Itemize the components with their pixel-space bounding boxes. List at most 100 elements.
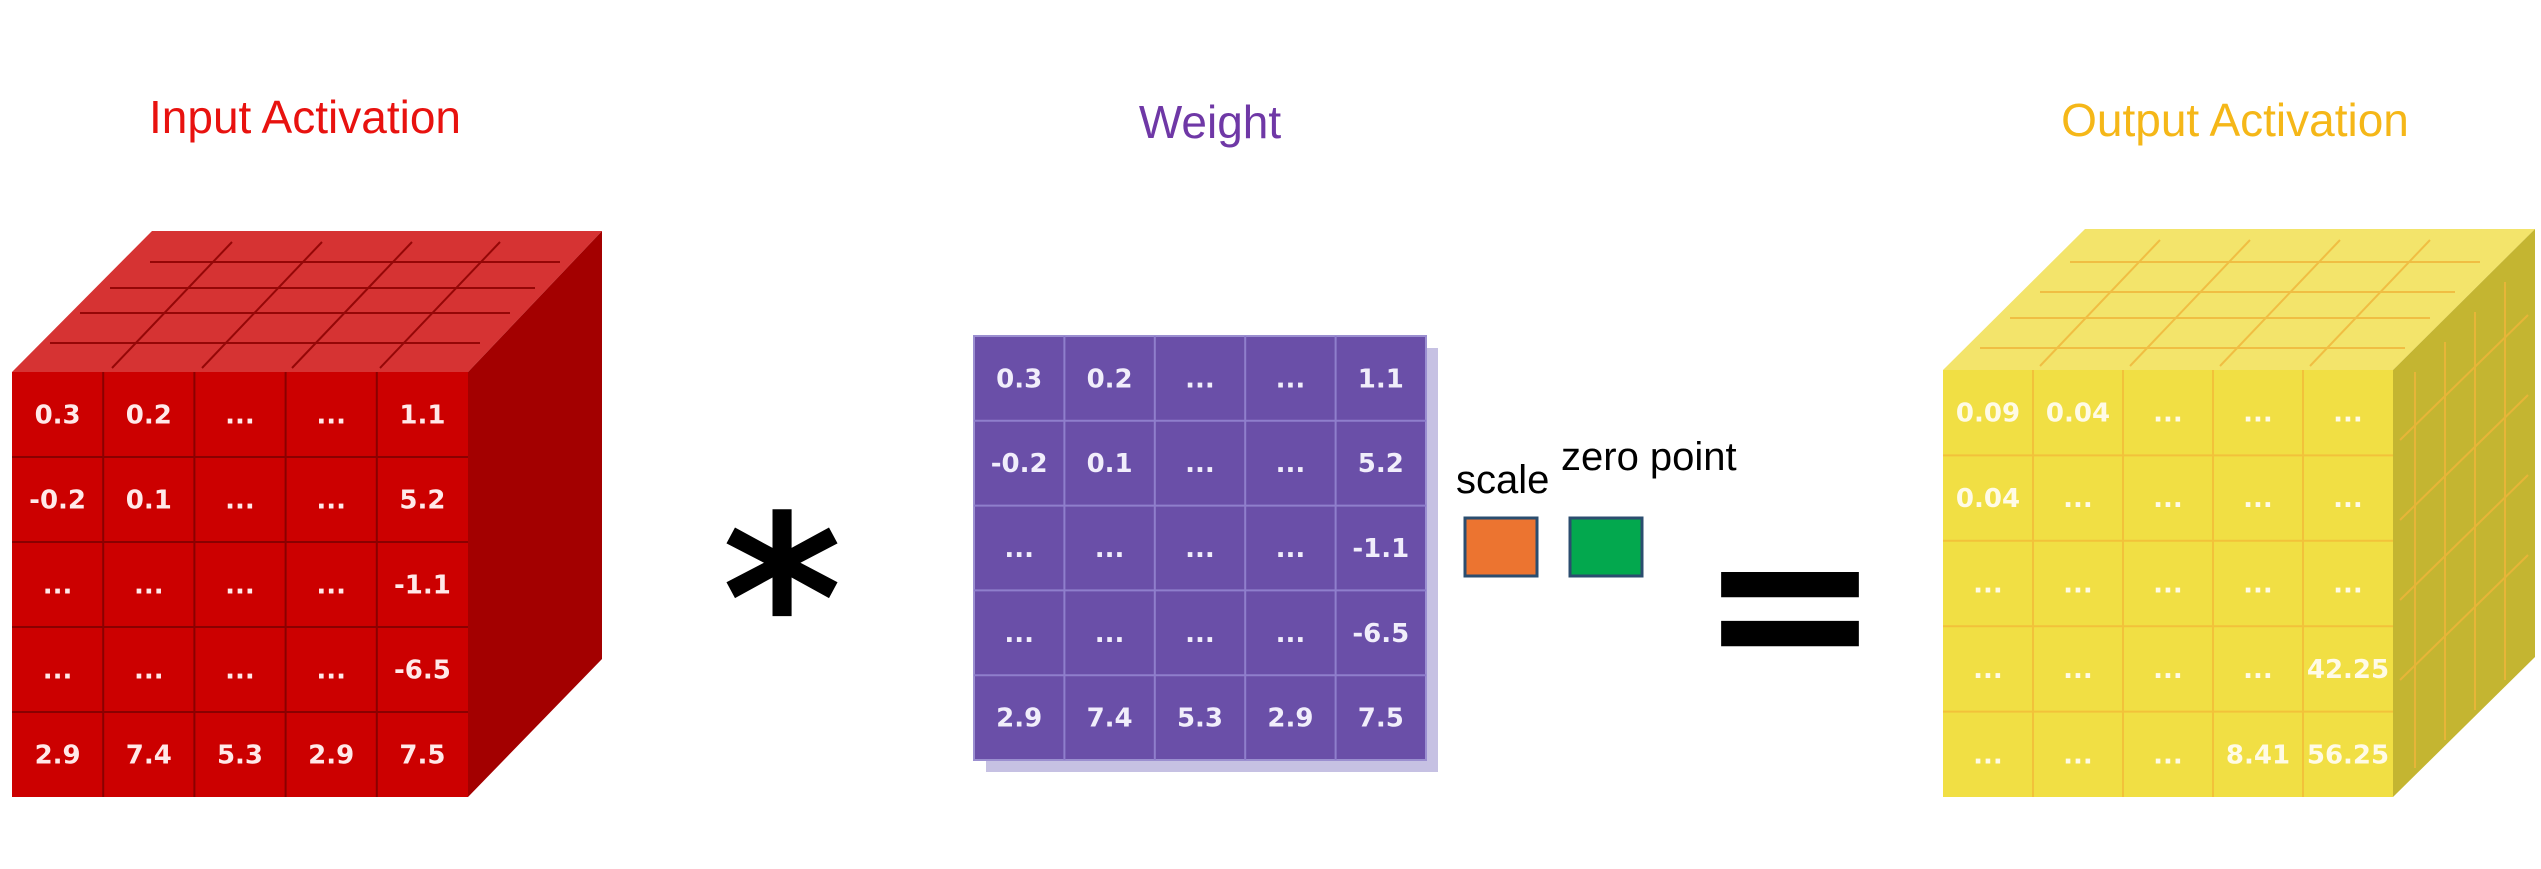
- output-cube-top-face: [1943, 229, 2535, 370]
- weight-matrix-cell: ...: [1276, 534, 1306, 564]
- output-matrix-cell: ...: [2333, 484, 2363, 514]
- weight-matrix-cell: 5.2: [1358, 449, 1404, 479]
- input-cube-top-grid: [50, 241, 560, 369]
- output-activation-title: Output Activation: [2061, 94, 2409, 146]
- output-matrix-cell: ...: [2243, 655, 2273, 685]
- weight-matrix-cell: ...: [1276, 364, 1306, 394]
- input-matrix-cell: 7.4: [126, 741, 172, 771]
- input-matrix-cell: -6.5: [394, 656, 451, 686]
- input-matrix-cell: 5.3: [217, 741, 263, 771]
- input-matrix-cell: ...: [43, 571, 73, 601]
- input-matrix-cell: ...: [225, 486, 255, 516]
- input-matrix-cell: 2.9: [35, 741, 81, 771]
- output-matrix-cell: ...: [2063, 655, 2093, 685]
- weight-matrix-cell: 1.1: [1358, 364, 1404, 394]
- output-matrix-cell: ...: [2153, 570, 2183, 600]
- output-matrix-cell: ...: [2243, 484, 2273, 514]
- scale-label: scale: [1456, 458, 1549, 502]
- output-matrix-cell: ...: [2243, 570, 2273, 600]
- output-matrix-cell: ...: [2063, 484, 2093, 514]
- output-matrix-cell: ...: [2333, 399, 2363, 429]
- weight-matrix-cell: ...: [1095, 619, 1125, 649]
- weight-matrix-cell: ...: [1004, 619, 1034, 649]
- input-matrix-cell: 2.9: [308, 741, 354, 771]
- output-cube-top-grid: [1980, 239, 2480, 367]
- input-matrix-cell: -1.1: [394, 571, 451, 601]
- weight-matrix-cell: 0.3: [996, 364, 1042, 394]
- multiply-operator: *: [722, 468, 842, 735]
- input-matrix-cell: ...: [225, 401, 255, 431]
- input-matrix-grid: 0.3 0.2...... 1.1 -0.2 0.1...... 5.2.........…: [12, 372, 468, 797]
- output-matrix-cell: 0.04: [1956, 484, 2020, 514]
- output-matrix-cell: ...: [2063, 570, 2093, 600]
- weight-matrix-cell: ...: [1095, 534, 1125, 564]
- output-cube-side-grid: [2399, 282, 2529, 768]
- input-matrix-cell: ...: [316, 486, 346, 516]
- output-cube-front-face: [1943, 370, 2393, 797]
- input-matrix-cell: -0.2: [29, 486, 86, 516]
- weight-matrix: 0.3 0.2...... 1.1 -0.2 0.1...... 5.2.........…: [973, 335, 1438, 772]
- input-matrix-cell: ...: [316, 571, 346, 601]
- output-matrix-cell: ...: [2153, 399, 2183, 429]
- output-matrix-cell: ...: [1973, 570, 2003, 600]
- output-matrix-cell: ...: [2153, 484, 2183, 514]
- input-matrix-cell: ...: [134, 571, 164, 601]
- output-matrix-cell: ...: [2063, 740, 2093, 770]
- output-matrix-cell: ...: [1973, 655, 2003, 685]
- weight-matrix-cell: 5.3: [1177, 704, 1223, 734]
- input-cube-side-face: [468, 231, 602, 797]
- weight-matrix-cell: 0.1: [1087, 449, 1133, 479]
- weight-matrix-cell: 0.2: [1087, 364, 1133, 394]
- input-activation-title: Input Activation: [149, 91, 461, 143]
- input-cube-top-face: [12, 231, 602, 372]
- zero-point-label: zero point: [1561, 435, 1737, 479]
- output-matrix-cell: ...: [2243, 399, 2273, 429]
- weight-matrix-cell: ...: [1004, 534, 1034, 564]
- equals-operator: =: [1698, 474, 1882, 730]
- input-matrix-cell: 7.5: [399, 741, 445, 771]
- weight-matrix-cell: ...: [1276, 449, 1306, 479]
- zero-point-box-icon: [1568, 516, 1644, 578]
- output-cube-side-face: [2393, 229, 2535, 797]
- weight-matrix-cell: ...: [1185, 534, 1215, 564]
- input-matrix-cell: 1.1: [399, 401, 445, 431]
- input-matrix-cell: ...: [316, 656, 346, 686]
- weight-matrix-cell: ...: [1185, 619, 1215, 649]
- input-matrix-cell: ...: [43, 656, 73, 686]
- output-matrix-grid: 0.09 0.04...... ... 0.04...................…: [1943, 370, 2393, 797]
- input-matrix-cell: 5.2: [399, 486, 445, 516]
- output-matrix-cell: 8.41: [2226, 740, 2290, 770]
- weight-matrix-cell: 7.4: [1087, 704, 1133, 734]
- input-matrix-cell: ...: [225, 571, 255, 601]
- weight-title: Weight: [1139, 96, 1282, 148]
- output-matrix-cell: ...: [2333, 570, 2363, 600]
- output-activation-cube: 0.09 0.04...... ... 0.04...................…: [1943, 229, 2535, 797]
- output-matrix-cell: ...: [1973, 740, 2003, 770]
- weight-matrix-cell: -0.2: [991, 449, 1048, 479]
- weight-matrix-cell: 7.5: [1358, 704, 1404, 734]
- weight-matrix-cell: -6.5: [1352, 619, 1409, 649]
- weight-front-layer: [973, 335, 1427, 761]
- weight-matrix-cell: -1.1: [1352, 534, 1409, 564]
- weight-matrix-cell: 2.9: [1267, 704, 1313, 734]
- output-matrix-cell: ...: [2153, 655, 2183, 685]
- input-matrix-cell: ...: [134, 656, 164, 686]
- output-matrix-cell: 56.25: [2307, 740, 2389, 770]
- input-matrix-cell: 0.2: [126, 401, 172, 431]
- weight-matrix-cell: ...: [1276, 619, 1306, 649]
- weight-matrix-cell: ...: [1185, 364, 1215, 394]
- input-cube-front-face: [12, 372, 468, 797]
- weight-matrix-cell: ...: [1185, 449, 1215, 479]
- weight-matrix-grid: 0.3 0.2...... 1.1 -0.2 0.1...... 5.2.........…: [974, 336, 1426, 760]
- input-matrix-cell: 0.1: [126, 486, 172, 516]
- input-matrix-cell: 0.3: [35, 401, 81, 431]
- output-matrix-cell: 0.09: [1956, 399, 2020, 429]
- weight-matrix-cell: 2.9: [996, 704, 1042, 734]
- output-matrix-cell: ...: [2153, 740, 2183, 770]
- input-matrix-cell: ...: [316, 401, 346, 431]
- output-matrix-cell: 42.25: [2307, 655, 2389, 685]
- output-matrix-cell: 0.04: [2046, 399, 2110, 429]
- input-activation-cube: 0.3 0.2...... 1.1 -0.2 0.1...... 5.2.........…: [12, 231, 602, 797]
- scale-box-icon: [1463, 516, 1539, 578]
